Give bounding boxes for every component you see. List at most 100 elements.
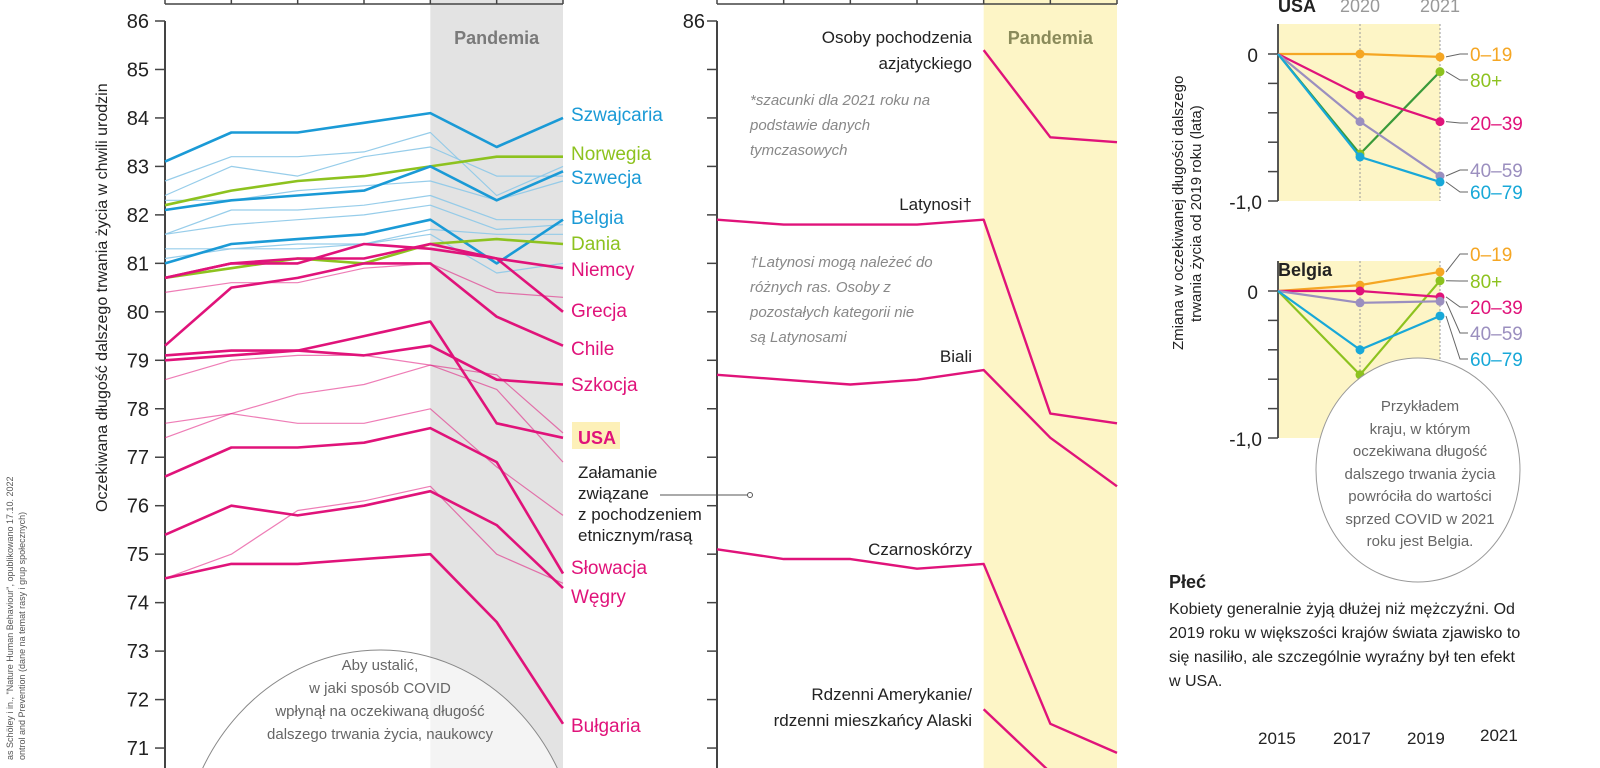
series-line-szwecja xyxy=(164,165,564,212)
mini-ylabel-line-1: Zmiana w oczekiwanej długości dalszego xyxy=(1170,75,1187,350)
mini-point xyxy=(1435,177,1445,187)
mini-leader xyxy=(1445,296,1468,308)
belgia-bubble-line: powróciła do wartości xyxy=(1348,488,1492,505)
mini-point xyxy=(1435,311,1445,321)
y-tick-label: 78 xyxy=(127,399,149,421)
y-tick-label: 75 xyxy=(127,544,149,566)
pandemic-label-left: Pandemia xyxy=(454,28,540,48)
country-label: Dania xyxy=(571,234,621,255)
series-line-thin-pink-4 xyxy=(164,408,564,516)
y-tick-label: 86 xyxy=(683,11,705,33)
y-tick-label: 82 xyxy=(127,205,149,227)
country-label: Węgry xyxy=(571,587,626,608)
mini-ylabel-line-2: trwania życia od 2019 roku (lata) xyxy=(1188,105,1205,322)
mini-series-label: 0–19 xyxy=(1470,45,1512,66)
mini-chart-title: USA xyxy=(1278,0,1316,16)
mini-series-label: 40–59 xyxy=(1470,324,1523,345)
mini-leader xyxy=(1445,315,1468,360)
mini-series-label: 40–59 xyxy=(1470,161,1523,182)
y-tick-label: 86 xyxy=(127,11,149,33)
mini-point xyxy=(1435,117,1445,127)
usa-highlight xyxy=(572,422,620,449)
mini-series-label: 0–19 xyxy=(1470,245,1512,266)
sex-year: 2021 xyxy=(1480,726,1518,745)
series-line-chile xyxy=(164,262,564,347)
y-tick-label: 77 xyxy=(127,447,149,469)
series-line-w-gry xyxy=(164,489,564,590)
y-tick-label: 81 xyxy=(127,253,149,275)
mini-series-label: 60–79 xyxy=(1470,183,1523,204)
mini-leader xyxy=(1445,169,1468,177)
belgia-bubble-line: oczekiwana długość xyxy=(1352,443,1488,460)
mini-x-label: 2020 xyxy=(1340,0,1380,16)
mini-y-label: 0 xyxy=(1247,283,1258,304)
series-line-grecja xyxy=(164,242,564,313)
country-label: Chile xyxy=(571,339,614,360)
note-estimate-line: *szacunki dla 2021 roku na xyxy=(750,92,931,109)
mini-series-label: 20–39 xyxy=(1470,114,1523,135)
breakdown-leader-dot xyxy=(747,492,753,498)
mini-y-label: -1,0 xyxy=(1229,193,1262,214)
note-latino-line: są Latynosami xyxy=(750,329,847,346)
left-bubble xyxy=(202,649,558,768)
breakdown-line-3: z pochodzeniem xyxy=(578,505,702,524)
belgia-bubble-line: roku jest Belgia. xyxy=(1366,533,1474,550)
y-tick-label: 73 xyxy=(127,641,149,663)
label-native-line-1: Rdzenni Amerykanie/ xyxy=(811,685,972,704)
label-native-line-2: rdzenni mieszkańcy Alaski xyxy=(773,711,972,730)
breakdown-line-4: etnicznym/rasą xyxy=(578,526,693,545)
mini-series-label: 20–39 xyxy=(1470,298,1523,319)
series-line-szwajcaria xyxy=(164,111,564,163)
left-bubble-text: Aby ustalić, w jaki sposób COVID wpłynął… xyxy=(200,654,560,746)
left-bubble-line: dalszego trwania życia, naukowcy xyxy=(267,726,493,743)
mini-x-label: 2021 xyxy=(1420,0,1460,16)
pandemic-label-middle: Pandemia xyxy=(1008,28,1094,48)
sex-year: 2015 xyxy=(1258,729,1296,748)
mini-leader xyxy=(1445,53,1468,58)
series-line-usa xyxy=(164,320,564,440)
sex-year: 2019 xyxy=(1407,729,1445,748)
series-line-norwegia xyxy=(164,155,563,207)
y-tick-label: 80 xyxy=(127,302,149,324)
sex-year: 2017 xyxy=(1333,729,1371,748)
group-line-rdzenni-amerykanie-rdzenni-mieszka-cy-alaski xyxy=(982,708,1048,768)
sex-section-title: Płeć xyxy=(1169,572,1207,592)
country-label: Niemcy xyxy=(571,260,635,281)
note-latino-line: pozostałych kategorii nie xyxy=(750,304,915,321)
country-label-usa: USA xyxy=(578,428,616,448)
mini-leader xyxy=(1445,253,1468,273)
series-line-thin-blue-1 xyxy=(164,131,564,197)
belgia-bubble-line: sprzed COVID w 2021 xyxy=(1345,510,1495,528)
group-line-biali xyxy=(716,368,1118,488)
group-line-czarnosk-rzy xyxy=(716,548,1118,754)
country-label: Bułgaria xyxy=(571,716,641,737)
label-black: Czarnoskórzy xyxy=(868,540,972,559)
mini-chart-title: Belgia xyxy=(1278,260,1333,280)
mini-series-label: 60–79 xyxy=(1470,350,1523,371)
group-line-osoby-pochodzenia-azjatyckiego xyxy=(982,49,1118,144)
series-line-thin-blue-4 xyxy=(164,194,563,235)
y-tick-label: 83 xyxy=(127,156,149,178)
mini-point xyxy=(1435,67,1445,77)
mini-point xyxy=(1355,152,1365,162)
series-line-thin-blue-5 xyxy=(164,204,564,235)
label-native: Rdzenni Amerykanie/ rdzenni mieszkańcy A… xyxy=(774,682,972,734)
source-line-2: ontrol and Prevention (dane na temat ras… xyxy=(17,511,27,760)
sex-section-body: Kobiety generalnie żyją dłużej niż mężcz… xyxy=(1169,601,1521,690)
belgia-bubble-line: kraju, w którym xyxy=(1369,420,1471,438)
mini-point xyxy=(1355,286,1365,296)
y-tick-label: 72 xyxy=(127,690,149,712)
country-label: Szkocja xyxy=(571,375,638,396)
breakdown-line-1: Załamanie xyxy=(578,463,658,482)
mini-leader xyxy=(1445,71,1468,81)
country-label: Słowacja xyxy=(571,558,647,579)
mini-point xyxy=(1355,117,1365,127)
mini-point xyxy=(1355,345,1365,355)
mini-y-label: -1,0 xyxy=(1229,430,1262,451)
label-asian-line-2: azjatyckiego xyxy=(878,54,972,73)
country-label: Grecja xyxy=(571,301,627,322)
note-estimate: *szacunki dla 2021 roku na podstawie dan… xyxy=(750,88,930,163)
mini-point xyxy=(1435,296,1445,306)
y-tick-label: 76 xyxy=(127,496,149,518)
